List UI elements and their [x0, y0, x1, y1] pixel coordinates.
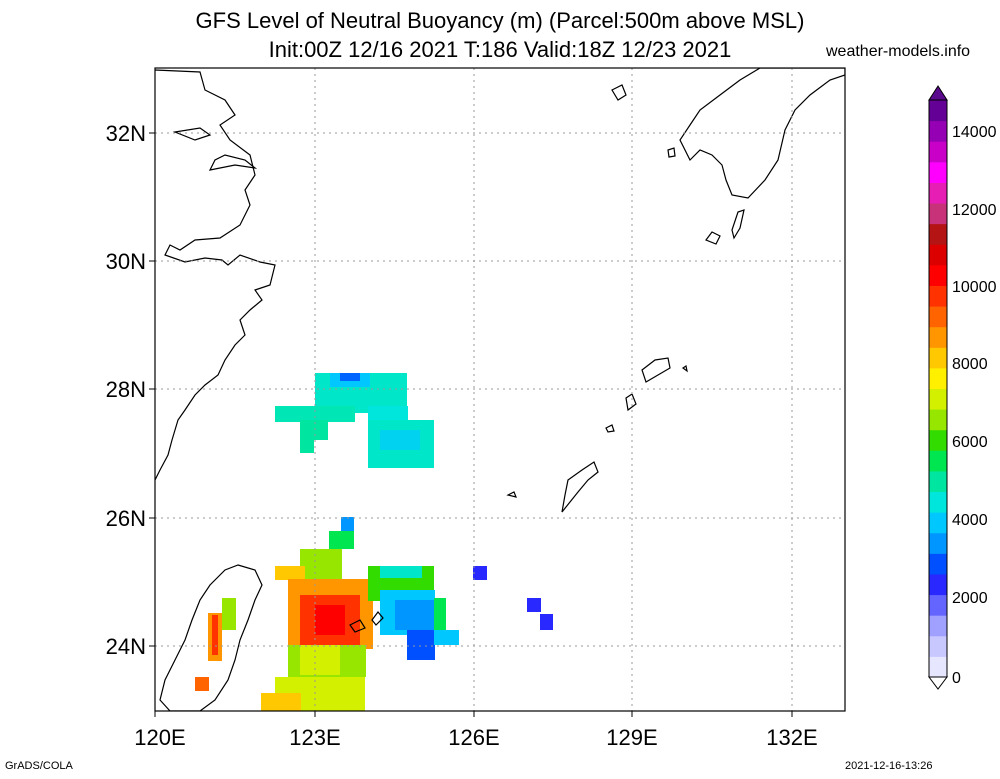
- footer-timestamp: 2021-12-16-13:26: [845, 760, 933, 772]
- colorbar-segment: [929, 656, 947, 678]
- colorbar-label: 12000: [952, 202, 997, 219]
- lon-label: 120E: [134, 725, 185, 750]
- lat-label: 24N: [106, 634, 146, 659]
- colorbar-segment: [929, 347, 947, 369]
- colorbar-segment: [929, 450, 947, 472]
- colorbar-segment: [929, 100, 947, 122]
- colorbar-segment: [929, 512, 947, 534]
- lon-label: 126E: [448, 725, 499, 750]
- colorbar-segment: [929, 120, 947, 142]
- colorbar-segment: [929, 223, 947, 245]
- lon-label: 129E: [606, 725, 657, 750]
- lat-label: 26N: [106, 506, 146, 531]
- colorbar-segment: [929, 491, 947, 513]
- colorbar-segment: [929, 388, 947, 410]
- colorbar: [929, 100, 947, 678]
- colorbar-top-arrow: [928, 85, 948, 101]
- colorbar-segment: [929, 264, 947, 286]
- gridlines: [155, 68, 845, 711]
- colorbar-label: 0: [952, 670, 961, 687]
- colorbar-segment: [929, 553, 947, 575]
- colorbar-segment: [929, 141, 947, 163]
- lon-axis: 120E 123E 126E 129E 132E: [134, 725, 817, 750]
- colorbar-segment: [929, 573, 947, 596]
- lat-label: 32N: [106, 121, 146, 146]
- colorbar-segment: [929, 203, 947, 225]
- colorbar-segment: [929, 429, 947, 451]
- colorbar-label: 14000: [952, 124, 997, 141]
- colorbar-frame: [928, 99, 948, 678]
- colorbar-segment: [929, 306, 947, 328]
- coastlines: [155, 68, 845, 711]
- colorbar-segment: [929, 615, 947, 637]
- footer-credit: GrADS/COLA: [5, 760, 73, 772]
- colorbar-segment: [929, 182, 947, 204]
- site-label: weather-models.info: [826, 43, 971, 60]
- colorbar-label: 4000: [952, 512, 988, 529]
- tick-marks: [149, 132, 793, 717]
- lat-label: 30N: [106, 249, 146, 274]
- lon-label: 132E: [766, 725, 817, 750]
- colorbar-segment: [929, 635, 947, 657]
- lon-label: 123E: [289, 725, 340, 750]
- field-isolated-cells: [473, 566, 553, 630]
- colorbar-label: 10000: [952, 279, 997, 296]
- colorbar-segment: [929, 532, 947, 554]
- colorbar-label: 2000: [952, 590, 988, 607]
- colorbar-labels: 14000 12000 10000 8000 6000 4000 2000 0: [952, 124, 997, 687]
- colorbar-segment: [929, 470, 947, 493]
- colorbar-label: 8000: [952, 356, 988, 373]
- colorbar-segment: [929, 594, 947, 616]
- colorbar-segment: [929, 244, 947, 266]
- colorbar-segment: [929, 285, 947, 307]
- colorbar-segment: [929, 409, 947, 431]
- title-line-1: GFS Level of Neutral Buoyancy (m) (Parce…: [195, 8, 805, 33]
- colorbar-segment: [929, 161, 947, 183]
- field-north-cluster: [275, 373, 434, 468]
- colorbar-segment: [929, 367, 947, 389]
- colorbar-segment: [929, 326, 947, 348]
- field-south-cluster: [195, 517, 459, 711]
- colorbar-bottom-arrow: [928, 676, 948, 690]
- lat-axis: 32N 30N 28N 26N 24N: [106, 121, 146, 659]
- title-line-2: Init:00Z 12/16 2021 T:186 Valid:18Z 12/2…: [268, 37, 732, 62]
- lat-label: 28N: [106, 377, 146, 402]
- colorbar-label: 6000: [952, 434, 988, 451]
